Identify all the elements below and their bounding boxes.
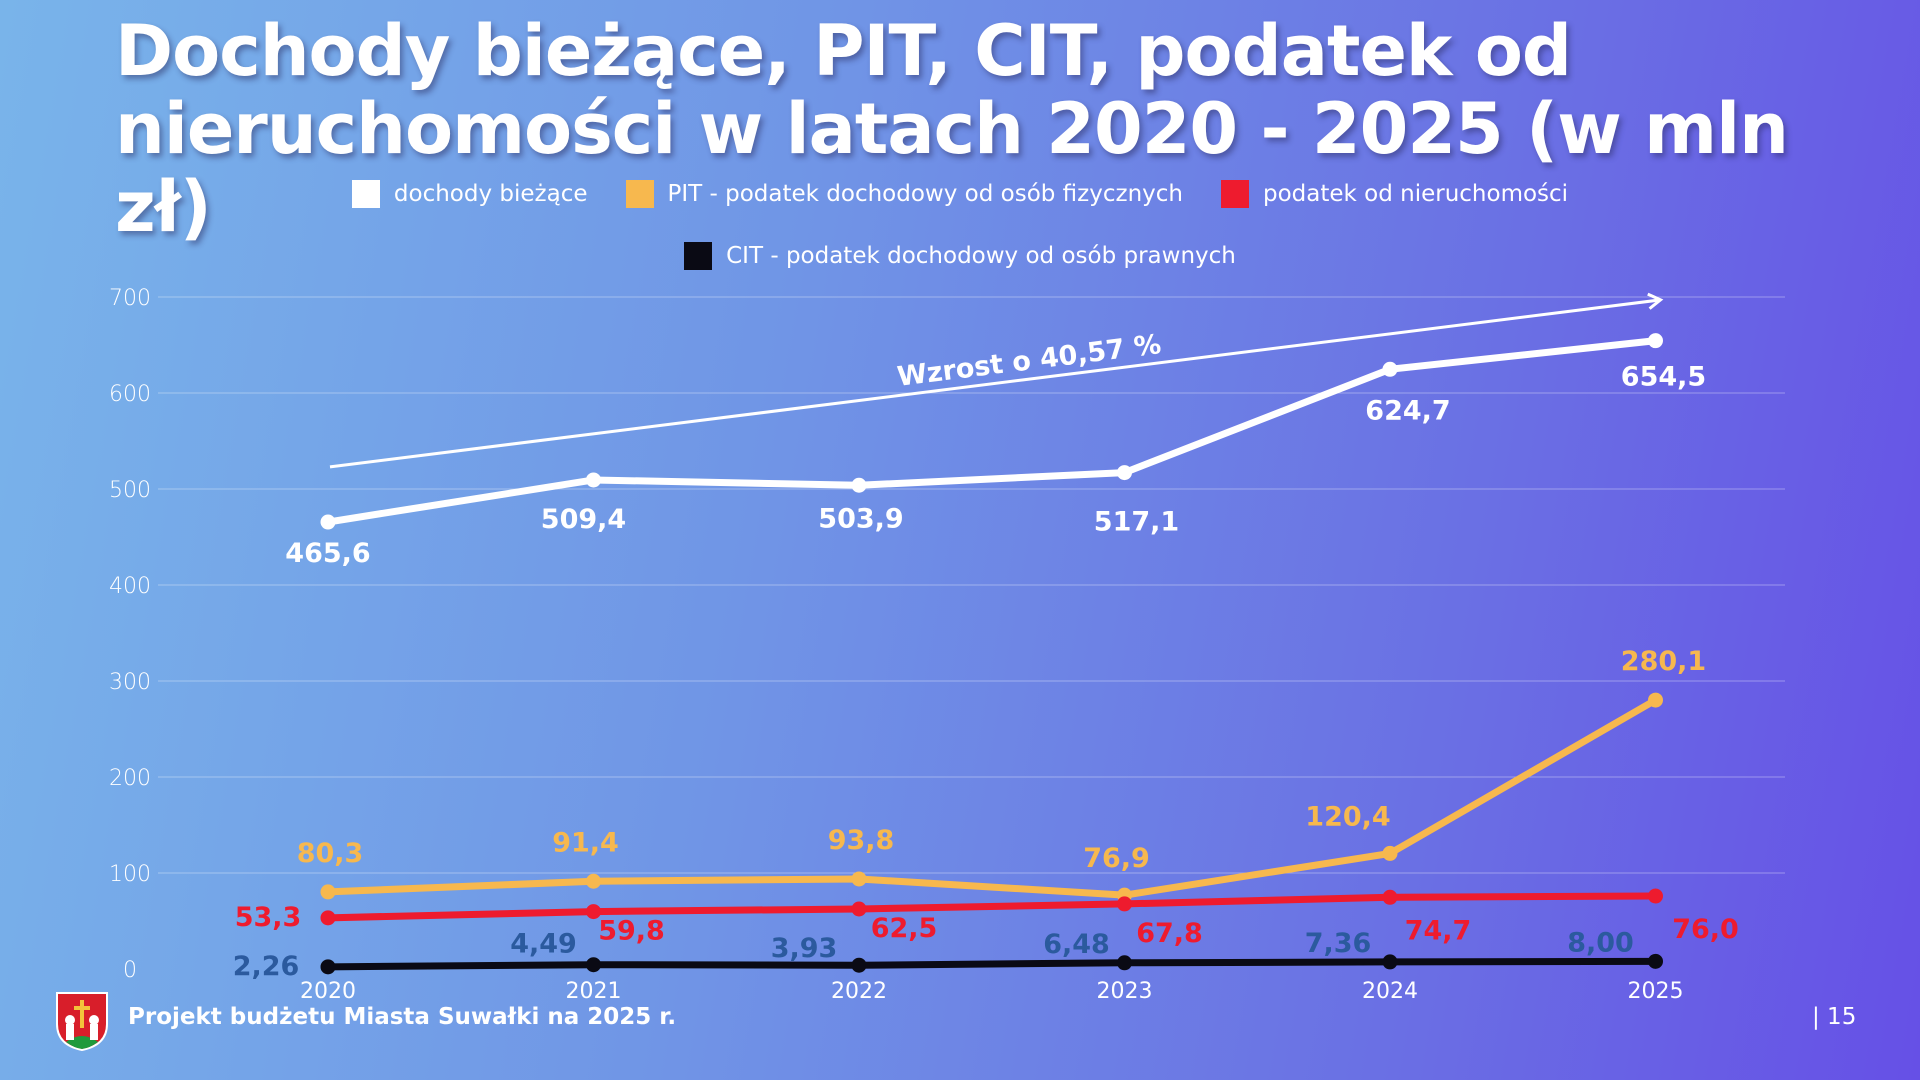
- data-label: 53,3: [235, 902, 302, 933]
- footer-text: Projekt budżetu Miasta Suwałki na 2025 r…: [128, 1004, 677, 1030]
- data-label: 74,7: [1405, 915, 1472, 946]
- data-point: [320, 959, 336, 975]
- data-label: 7,36: [1305, 928, 1372, 959]
- data-label: 59,8: [598, 916, 665, 947]
- trend-annotation-label: Wzrost o 40,57 %: [896, 329, 1163, 393]
- data-label: 67,8: [1136, 918, 1203, 949]
- y-tick-label: 200: [109, 766, 151, 791]
- data-point: [1382, 845, 1398, 861]
- data-point: [851, 477, 867, 493]
- data-point: [586, 472, 601, 488]
- data-point: [851, 901, 867, 917]
- data-point: [1117, 955, 1132, 971]
- data-label: 280,1: [1621, 646, 1706, 677]
- data-label: 6,48: [1043, 929, 1110, 960]
- data-label: 91,4: [552, 827, 619, 858]
- data-label: 4,49: [510, 929, 577, 960]
- data-point: [1382, 361, 1398, 377]
- data-point: [586, 873, 601, 889]
- data-label: 517,1: [1094, 507, 1179, 538]
- x-tick-label: 2025: [1628, 979, 1684, 1004]
- legend-label-pit: PIT - podatek dochodowy od osób fizyczny…: [667, 181, 1183, 207]
- data-label: 465,6: [285, 538, 370, 569]
- x-tick-label: 2022: [831, 979, 887, 1004]
- data-point: [1648, 692, 1663, 708]
- series-line-1: [324, 696, 1659, 899]
- y-tick-label: 300: [109, 670, 151, 695]
- legend-item-nieruchomosci: podatek od nieruchomości: [1220, 180, 1569, 208]
- data-point: [1648, 333, 1663, 349]
- title-line-2: nieruchomości w latach 2020 - 2025 (w ml…: [115, 88, 1789, 248]
- series-line-0: [324, 337, 1659, 526]
- x-tick-label: 2024: [1362, 979, 1418, 1004]
- data-label: 624,7: [1365, 395, 1450, 426]
- data-label: 8,00: [1567, 927, 1634, 958]
- legend: dochody bieżące PIT - podatek dochodowy …: [0, 180, 1920, 208]
- data-label: 120,4: [1305, 801, 1390, 832]
- y-tick-label: 400: [109, 574, 151, 599]
- legend-item-dochody: dochody bieżące: [351, 180, 588, 208]
- legend-item-cit: CIT - podatek dochodowy od osób prawnych: [684, 242, 1236, 270]
- data-point: [320, 514, 336, 530]
- x-tick-label: 2020: [300, 979, 356, 1004]
- data-point: [851, 957, 867, 973]
- data-label: 93,8: [828, 825, 895, 856]
- data-point: [586, 957, 601, 973]
- suwalki-crest-icon: [56, 992, 108, 1052]
- data-label: 2,26: [233, 951, 300, 982]
- data-label: 76,0: [1672, 914, 1739, 945]
- trend-arrow-line: [329, 298, 1661, 469]
- data-label: 503,9: [818, 503, 903, 534]
- legend-swatch-cit: [684, 242, 713, 270]
- legend-swatch-dochody: [351, 180, 380, 208]
- data-label: 654,5: [1621, 362, 1706, 393]
- y-tick-label: 100: [109, 862, 151, 887]
- legend-row-2: CIT - podatek dochodowy od osób prawnych: [0, 242, 1920, 270]
- series-line-3: [324, 957, 1659, 971]
- legend-swatch-nieruchomosci: [1220, 180, 1249, 208]
- trend-arrow-head: [1647, 292, 1664, 310]
- y-tick-label: 600: [109, 382, 151, 407]
- page-number: | 15: [1812, 1004, 1857, 1030]
- legend-swatch-pit: [625, 180, 654, 208]
- y-tick-label: 0: [123, 958, 137, 983]
- data-point: [851, 871, 867, 887]
- data-point: [320, 884, 336, 900]
- data-point: [586, 904, 601, 920]
- y-tick-label: 500: [109, 478, 151, 503]
- data-label: 62,5: [871, 913, 938, 944]
- data-point: [1382, 954, 1398, 970]
- data-point: [1117, 465, 1132, 481]
- data-label: 3,93: [771, 933, 838, 964]
- data-point: [1117, 896, 1132, 912]
- legend-label-cit: CIT - podatek dochodowy od osób prawnych: [726, 243, 1236, 269]
- legend-label-dochody: dochody bieżące: [393, 181, 588, 207]
- data-point: [320, 910, 336, 926]
- data-point: [1648, 888, 1663, 904]
- title-line-1: Dochody bieżące, PIT, CIT, podatek od: [115, 10, 1572, 92]
- legend-item-pit: PIT - podatek dochodowy od osób fizyczny…: [625, 180, 1183, 208]
- data-point: [1382, 889, 1398, 905]
- data-label: 76,9: [1083, 843, 1150, 874]
- data-label: 509,4: [541, 504, 626, 535]
- page-title: Dochody bieżące, PIT, CIT, podatek od ni…: [115, 12, 1865, 246]
- x-tick-label: 2021: [566, 979, 622, 1004]
- y-tick-label: 700: [109, 286, 151, 311]
- data-point: [1648, 953, 1663, 969]
- x-tick-label: 2023: [1097, 979, 1153, 1004]
- legend-label-nieruchomosci: podatek od nieruchomości: [1262, 181, 1569, 207]
- data-label: 80,3: [297, 838, 364, 869]
- series-line-2: [324, 892, 1659, 922]
